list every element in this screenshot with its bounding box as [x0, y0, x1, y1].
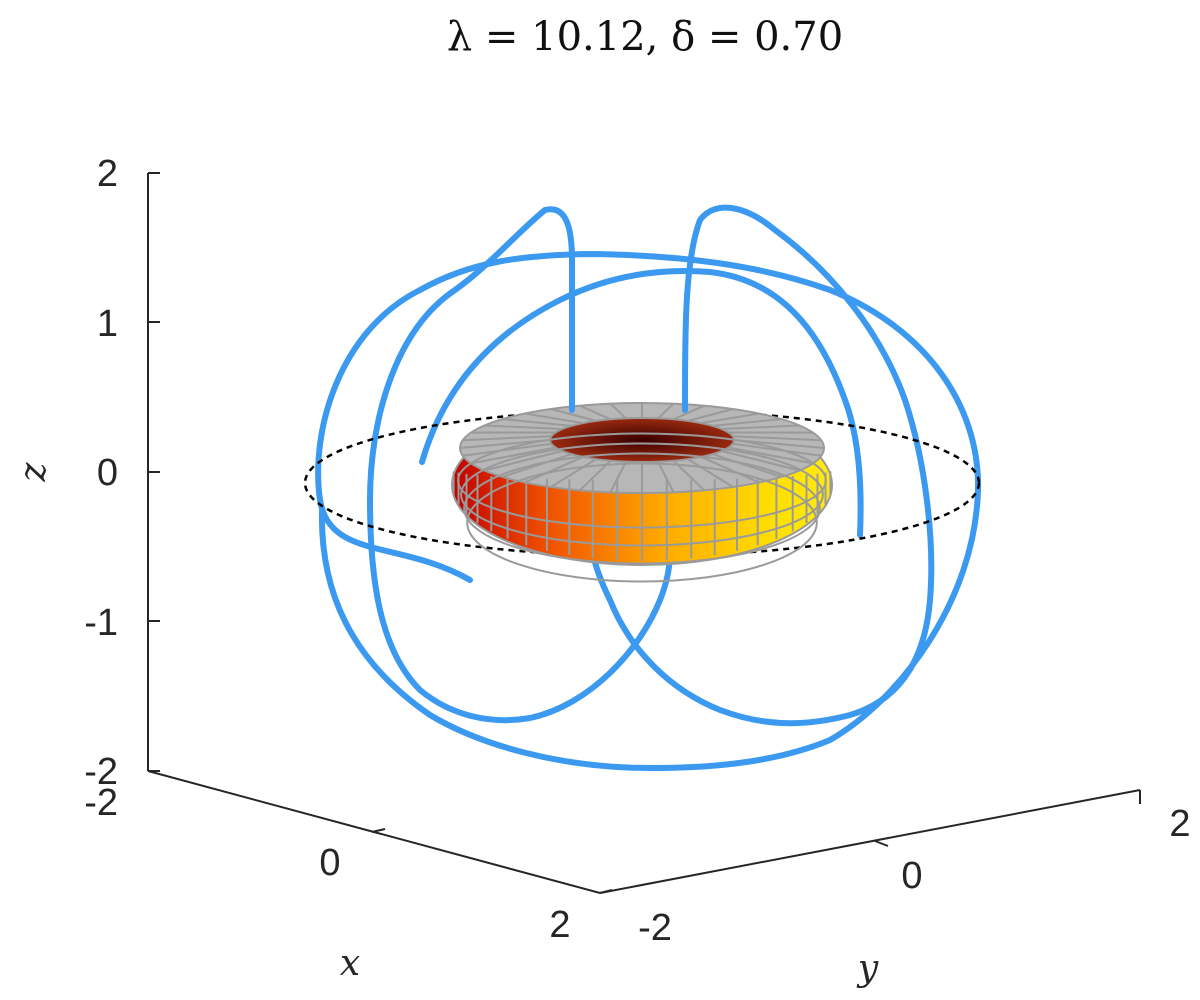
axes	[147, 172, 1141, 894]
torus-rim-line	[700, 455, 760, 484]
torus-rim-line	[687, 408, 734, 422]
y-axis-label: y	[856, 948, 879, 989]
x-tick-label: 0	[319, 842, 340, 884]
y-tick-label: 2	[1169, 803, 1190, 845]
torus-rim-line	[470, 446, 556, 465]
trajectory-outer-loop	[315, 250, 982, 772]
torus-hole	[549, 417, 735, 463]
y-tick-labels: -2 0 2	[638, 803, 1190, 949]
torus-rim-line	[609, 402, 627, 420]
trajectory-inner-arc	[419, 267, 864, 538]
z-tick-labels: 2 1 0 -1 -2	[84, 153, 118, 793]
torus-rim-line	[502, 418, 572, 427]
x-tick-mark	[371, 828, 386, 833]
torus-rim-line	[733, 439, 825, 449]
x-axis-label: x	[340, 943, 360, 984]
trajectory-front-series	[569, 392, 688, 413]
torus-rim-line	[524, 412, 584, 425]
torus-parallel	[457, 432, 827, 529]
trajectory-right-lobe	[589, 204, 935, 727]
chart-title: λ = 10.12, δ = 0.70	[447, 14, 843, 60]
torus-parallel	[463, 452, 821, 565]
torus-rim-line	[732, 435, 822, 442]
torus-rim-line	[732, 442, 822, 457]
torus-rim-line	[550, 408, 597, 422]
y-tick-label: -2	[638, 907, 672, 949]
torus-mesh	[452, 402, 832, 583]
torus-rim-line	[700, 412, 760, 425]
z-tick-label: -2	[84, 751, 118, 793]
z-tick-label: 1	[97, 303, 118, 345]
y-tick-label: 0	[901, 855, 922, 897]
torus-rim-line	[484, 450, 563, 472]
torus-rim-line	[459, 439, 551, 449]
z-tick-label: 2	[97, 153, 118, 195]
torus-rim-line	[721, 424, 800, 430]
torus-rim-line	[579, 404, 611, 421]
torus-rim-line	[728, 446, 814, 465]
torus-rim-line	[462, 442, 552, 457]
torus-rim-line	[712, 453, 782, 478]
trajectory-series	[315, 204, 982, 772]
y-axis-line	[599, 789, 1141, 894]
z-axis-label: z	[13, 461, 54, 482]
torus-rim-line	[502, 453, 572, 478]
torus-rim-line	[672, 459, 705, 492]
x-tick-labels: -2 0 2	[84, 782, 570, 946]
z-tick-label: -1	[84, 602, 118, 644]
torus-rim-line	[657, 402, 675, 420]
x-tick-label: 2	[549, 904, 570, 946]
y-tick-mark	[874, 840, 889, 847]
x-tick-mark	[599, 889, 613, 894]
torus-rim-line	[657, 461, 675, 493]
trajectory-left-lobe	[367, 206, 575, 503]
x-tick-label: -2	[84, 782, 118, 824]
trajectory-left-lower	[367, 497, 673, 724]
torus-parallel	[460, 442, 824, 547]
torus-rim-line	[484, 424, 563, 430]
torus-rim-line	[550, 458, 597, 488]
torus-rim-line	[673, 404, 705, 421]
z-tick-label: 0	[97, 452, 118, 494]
torus-rim-line	[579, 459, 612, 492]
torus-surface	[451, 402, 833, 583]
torus-rim-line	[712, 418, 782, 427]
torus-rim-line	[524, 455, 584, 484]
torus-rim-line	[609, 461, 627, 493]
torus-rim-line	[462, 435, 552, 442]
torus-rim-line	[721, 450, 800, 472]
torus-rim-line	[687, 458, 734, 488]
